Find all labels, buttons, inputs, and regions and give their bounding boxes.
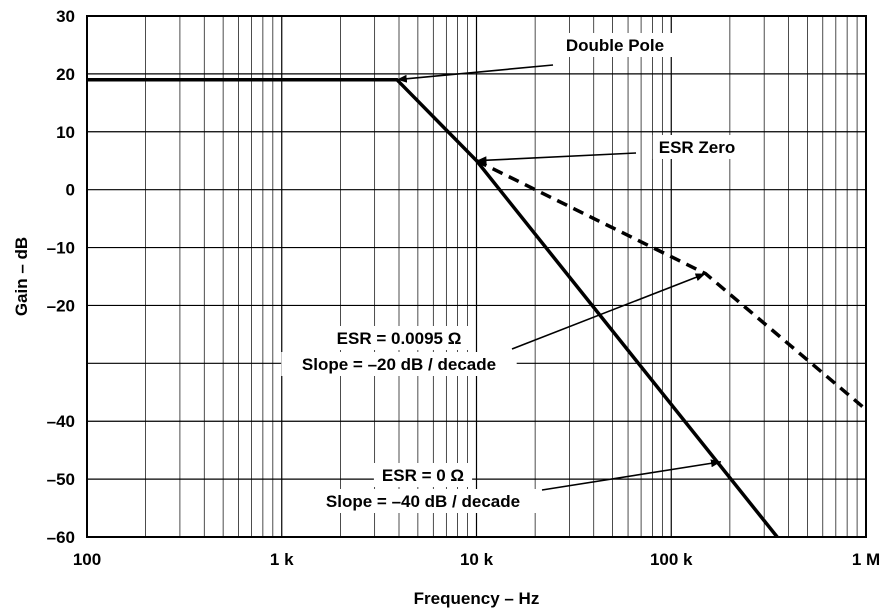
annotation: ESR = 0 Ω Slope = –40 dB / decade: [305, 459, 722, 513]
annotation-label: Slope = –40 dB / decade: [326, 492, 520, 511]
annotation-label: ESR Zero: [659, 138, 736, 157]
x-tick-label: 100 k: [650, 550, 693, 569]
x-tick-label: 10 k: [460, 550, 494, 569]
annotation-arrow: [541, 459, 722, 491]
y-tick-label: 20: [56, 65, 75, 84]
y-tick-label: –50: [47, 470, 75, 489]
plot-frame: [86, 15, 867, 538]
y-tick-label: –60: [47, 528, 75, 547]
y-tick-label: –10: [47, 239, 75, 258]
x-tick-label: 1 M: [852, 550, 880, 569]
annotation-label: Double Pole: [566, 36, 664, 55]
annotation: Double Pole: [396, 33, 674, 83]
y-tick-label: –40: [47, 412, 75, 431]
x-tick-label: 1 k: [270, 550, 294, 569]
annotation-text-background: [325, 326, 473, 350]
series-gain-line-solid: [87, 77, 779, 539]
annotation-text-background: [281, 352, 517, 376]
y-tick-label: 30: [56, 7, 75, 26]
annotation: ESR Zero: [476, 135, 742, 165]
annotation-text-background: [373, 463, 473, 487]
y-tick-label: 10: [56, 123, 75, 142]
y-tick-label: –20: [47, 296, 75, 315]
grid: [86, 15, 866, 538]
annotation: ESR = 0.0095 Ω Slope = –20 dB / decade: [281, 272, 706, 376]
annotation-arrow: [396, 64, 554, 83]
x-tick-label: 100: [73, 550, 101, 569]
annotation-label: Slope = –20 dB / decade: [302, 355, 496, 374]
y-axis-label: Gain – dB: [12, 237, 31, 316]
annotation-text-background: [305, 489, 541, 513]
y-tick-label: 0: [66, 181, 75, 200]
annotation-arrow: [511, 272, 706, 350]
annotation-arrow: [476, 152, 637, 165]
x-axis-label: Frequency – Hz: [414, 589, 540, 608]
annotation-label: ESR = 0 Ω: [382, 466, 464, 485]
annotation-text-background: [556, 33, 674, 57]
annotation-label: ESR = 0.0095 Ω: [337, 329, 462, 348]
annotation-text-background: [652, 135, 742, 159]
